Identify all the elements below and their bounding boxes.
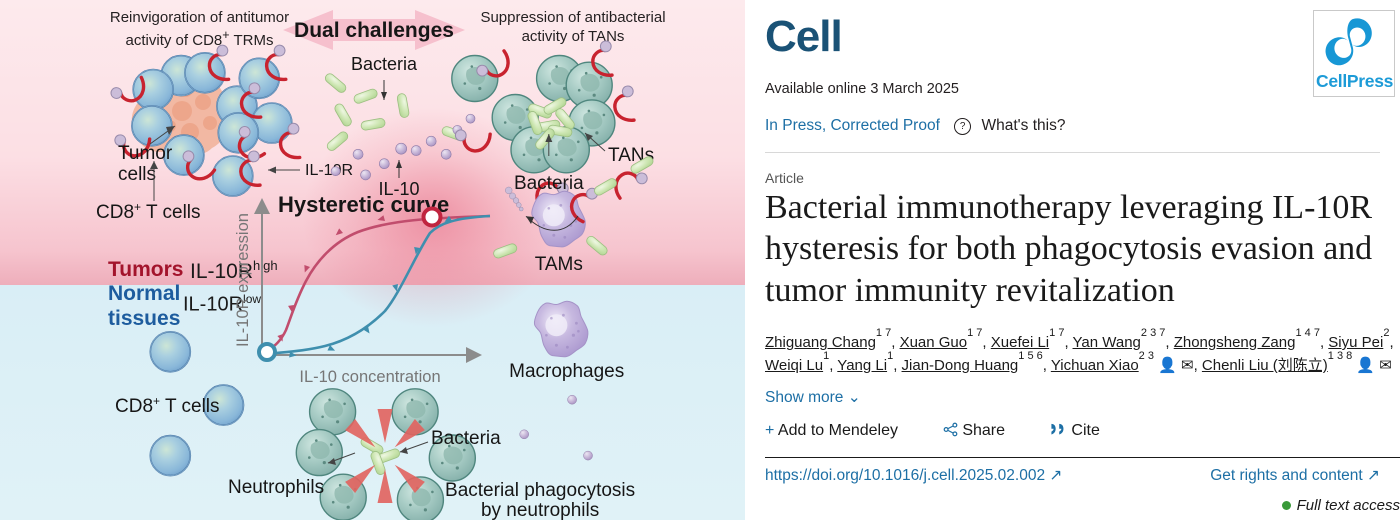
svg-text:IL-10R: IL-10R [305, 162, 353, 179]
svg-text:IL-10R expression: IL-10R expression [234, 213, 252, 347]
svg-text:by neutrophils: by neutrophils [481, 500, 599, 520]
svg-text:Macrophages: Macrophages [509, 361, 624, 382]
svg-text:IL-10 concentration: IL-10 concentration [299, 368, 440, 386]
svg-text:CD8+ T cells: CD8+ T cells [96, 200, 201, 223]
svg-text:IL-10: IL-10 [378, 179, 419, 199]
svg-text:Dual challenges: Dual challenges [294, 19, 454, 42]
svg-text:Bacteria: Bacteria [431, 428, 501, 449]
svg-text:Bacterial phagocytosis: Bacterial phagocytosis [445, 480, 635, 501]
svg-text:Bacteria: Bacteria [514, 173, 584, 194]
svg-text:Neutrophils: Neutrophils [228, 477, 324, 498]
svg-text:TAMs: TAMs [535, 254, 583, 275]
svg-text:CD8+ T cells: CD8+ T cells [115, 394, 220, 417]
svg-text:cells: cells [118, 164, 156, 185]
svg-text:Bacteria: Bacteria [351, 54, 418, 74]
svg-text:Tumor: Tumor [118, 143, 173, 164]
